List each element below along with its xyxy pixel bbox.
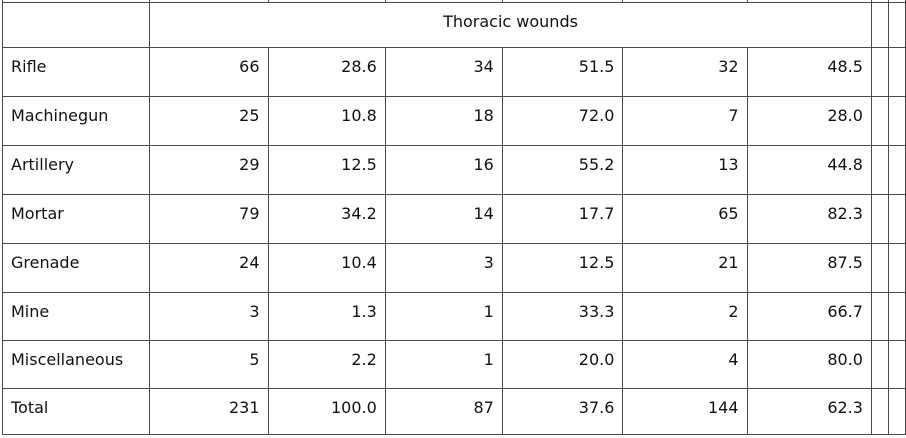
clipped-right-cell (887, 243, 906, 293)
value-cell: 17.7 (501, 194, 624, 244)
value-cell: 10.4 (267, 243, 386, 293)
value-cell: 12.5 (267, 145, 386, 195)
value-cell: 37.6 (501, 388, 624, 435)
value-cell: 29 (149, 145, 269, 195)
clipped-right-cell (870, 145, 889, 195)
value-cell: 3 (149, 292, 269, 341)
value-cell: 32 (622, 47, 748, 97)
value-cell: 34 (384, 47, 503, 97)
value-cell: 72.0 (501, 96, 624, 146)
clipped-right-cell (887, 292, 906, 341)
value-cell: 28.6 (267, 47, 386, 97)
clipped-right-cell (887, 388, 906, 435)
value-cell: 51.5 (501, 47, 624, 97)
value-cell: 62.3 (746, 388, 872, 435)
value-cell: 1 (384, 292, 503, 341)
value-cell: 231 (149, 388, 269, 435)
value-cell: 2 (622, 292, 748, 341)
clipped-right-cell (887, 194, 906, 244)
value-cell: 18 (384, 96, 503, 146)
value-cell: 20.0 (501, 340, 624, 389)
table-row: Miscellaneous 5 2.2 1 20.0 4 80.0 (1, 340, 906, 389)
value-cell: 24 (149, 243, 269, 293)
clipped-right-cell (887, 96, 906, 146)
clipped-right-cell (870, 340, 889, 389)
value-cell: 25 (149, 96, 269, 146)
value-cell: 80.0 (746, 340, 872, 389)
value-cell: 87 (384, 388, 503, 435)
value-cell: 55.2 (501, 145, 624, 195)
value-cell: 34.2 (267, 194, 386, 244)
clipped-right-cell (870, 96, 889, 146)
clipped-right-cell (887, 145, 906, 195)
value-cell: 10.8 (267, 96, 386, 146)
table-row: Mine 3 1.3 1 33.3 2 66.7 (1, 292, 906, 341)
value-cell: 66.7 (746, 292, 872, 341)
table-row: Artillery 29 12.5 16 55.2 13 44.8 (1, 145, 906, 195)
row-label-cell: Total (1, 388, 151, 435)
row-label-cell: Mine (1, 292, 151, 341)
value-cell: 66 (149, 47, 269, 97)
header-row: Thoracic wounds (1, 2, 906, 48)
value-cell: 144 (622, 388, 748, 435)
header-stub-cell (1, 2, 151, 48)
value-cell: 1.3 (267, 292, 386, 341)
value-cell: 4 (622, 340, 748, 389)
value-cell: 14 (384, 194, 503, 244)
clipped-right-cell (887, 340, 906, 389)
value-cell: 48.5 (746, 47, 872, 97)
clipped-right-cell (870, 292, 889, 341)
clipped-right-cell (870, 2, 889, 48)
table-row-total: Total 231 100.0 87 37.6 144 62.3 (1, 388, 906, 435)
clipped-right-cell (870, 47, 889, 97)
value-cell: 3 (384, 243, 503, 293)
value-cell: 82.3 (746, 194, 872, 244)
row-label-cell: Artillery (1, 145, 151, 195)
row-label-cell: Mortar (1, 194, 151, 244)
table-row: Machinegun 25 10.8 18 72.0 7 28.0 (1, 96, 906, 146)
value-cell: 7 (622, 96, 748, 146)
row-label-cell: Machinegun (1, 96, 151, 146)
value-cell: 12.5 (501, 243, 624, 293)
value-cell: 33.3 (501, 292, 624, 341)
table-row: Grenade 24 10.4 3 12.5 21 87.5 (1, 243, 906, 293)
row-label-cell: Rifle (1, 47, 151, 97)
value-cell: 100.0 (267, 388, 386, 435)
clipped-right-cell (870, 194, 889, 244)
value-cell: 16 (384, 145, 503, 195)
row-label-cell: Miscellaneous (1, 340, 151, 389)
clipped-right-cell (870, 243, 889, 293)
value-cell: 28.0 (746, 96, 872, 146)
value-cell: 79 (149, 194, 269, 244)
clipped-right-cell (870, 388, 889, 435)
value-cell: 44.8 (746, 145, 872, 195)
table-row: Rifle 66 28.6 34 51.5 32 48.5 (1, 47, 906, 97)
table-row: Mortar 79 34.2 14 17.7 65 82.3 (1, 194, 906, 244)
value-cell: 87.5 (746, 243, 872, 293)
value-cell: 65 (622, 194, 748, 244)
thoracic-wounds-header-cell: Thoracic wounds (149, 2, 872, 48)
value-cell: 13 (622, 145, 748, 195)
value-cell: 21 (622, 243, 748, 293)
clipped-right-cell (887, 47, 906, 97)
row-label-cell: Grenade (1, 243, 151, 293)
value-cell: 2.2 (267, 340, 386, 389)
clipped-right-cell (887, 2, 906, 48)
value-cell: 5 (149, 340, 269, 389)
value-cell: 1 (384, 340, 503, 389)
